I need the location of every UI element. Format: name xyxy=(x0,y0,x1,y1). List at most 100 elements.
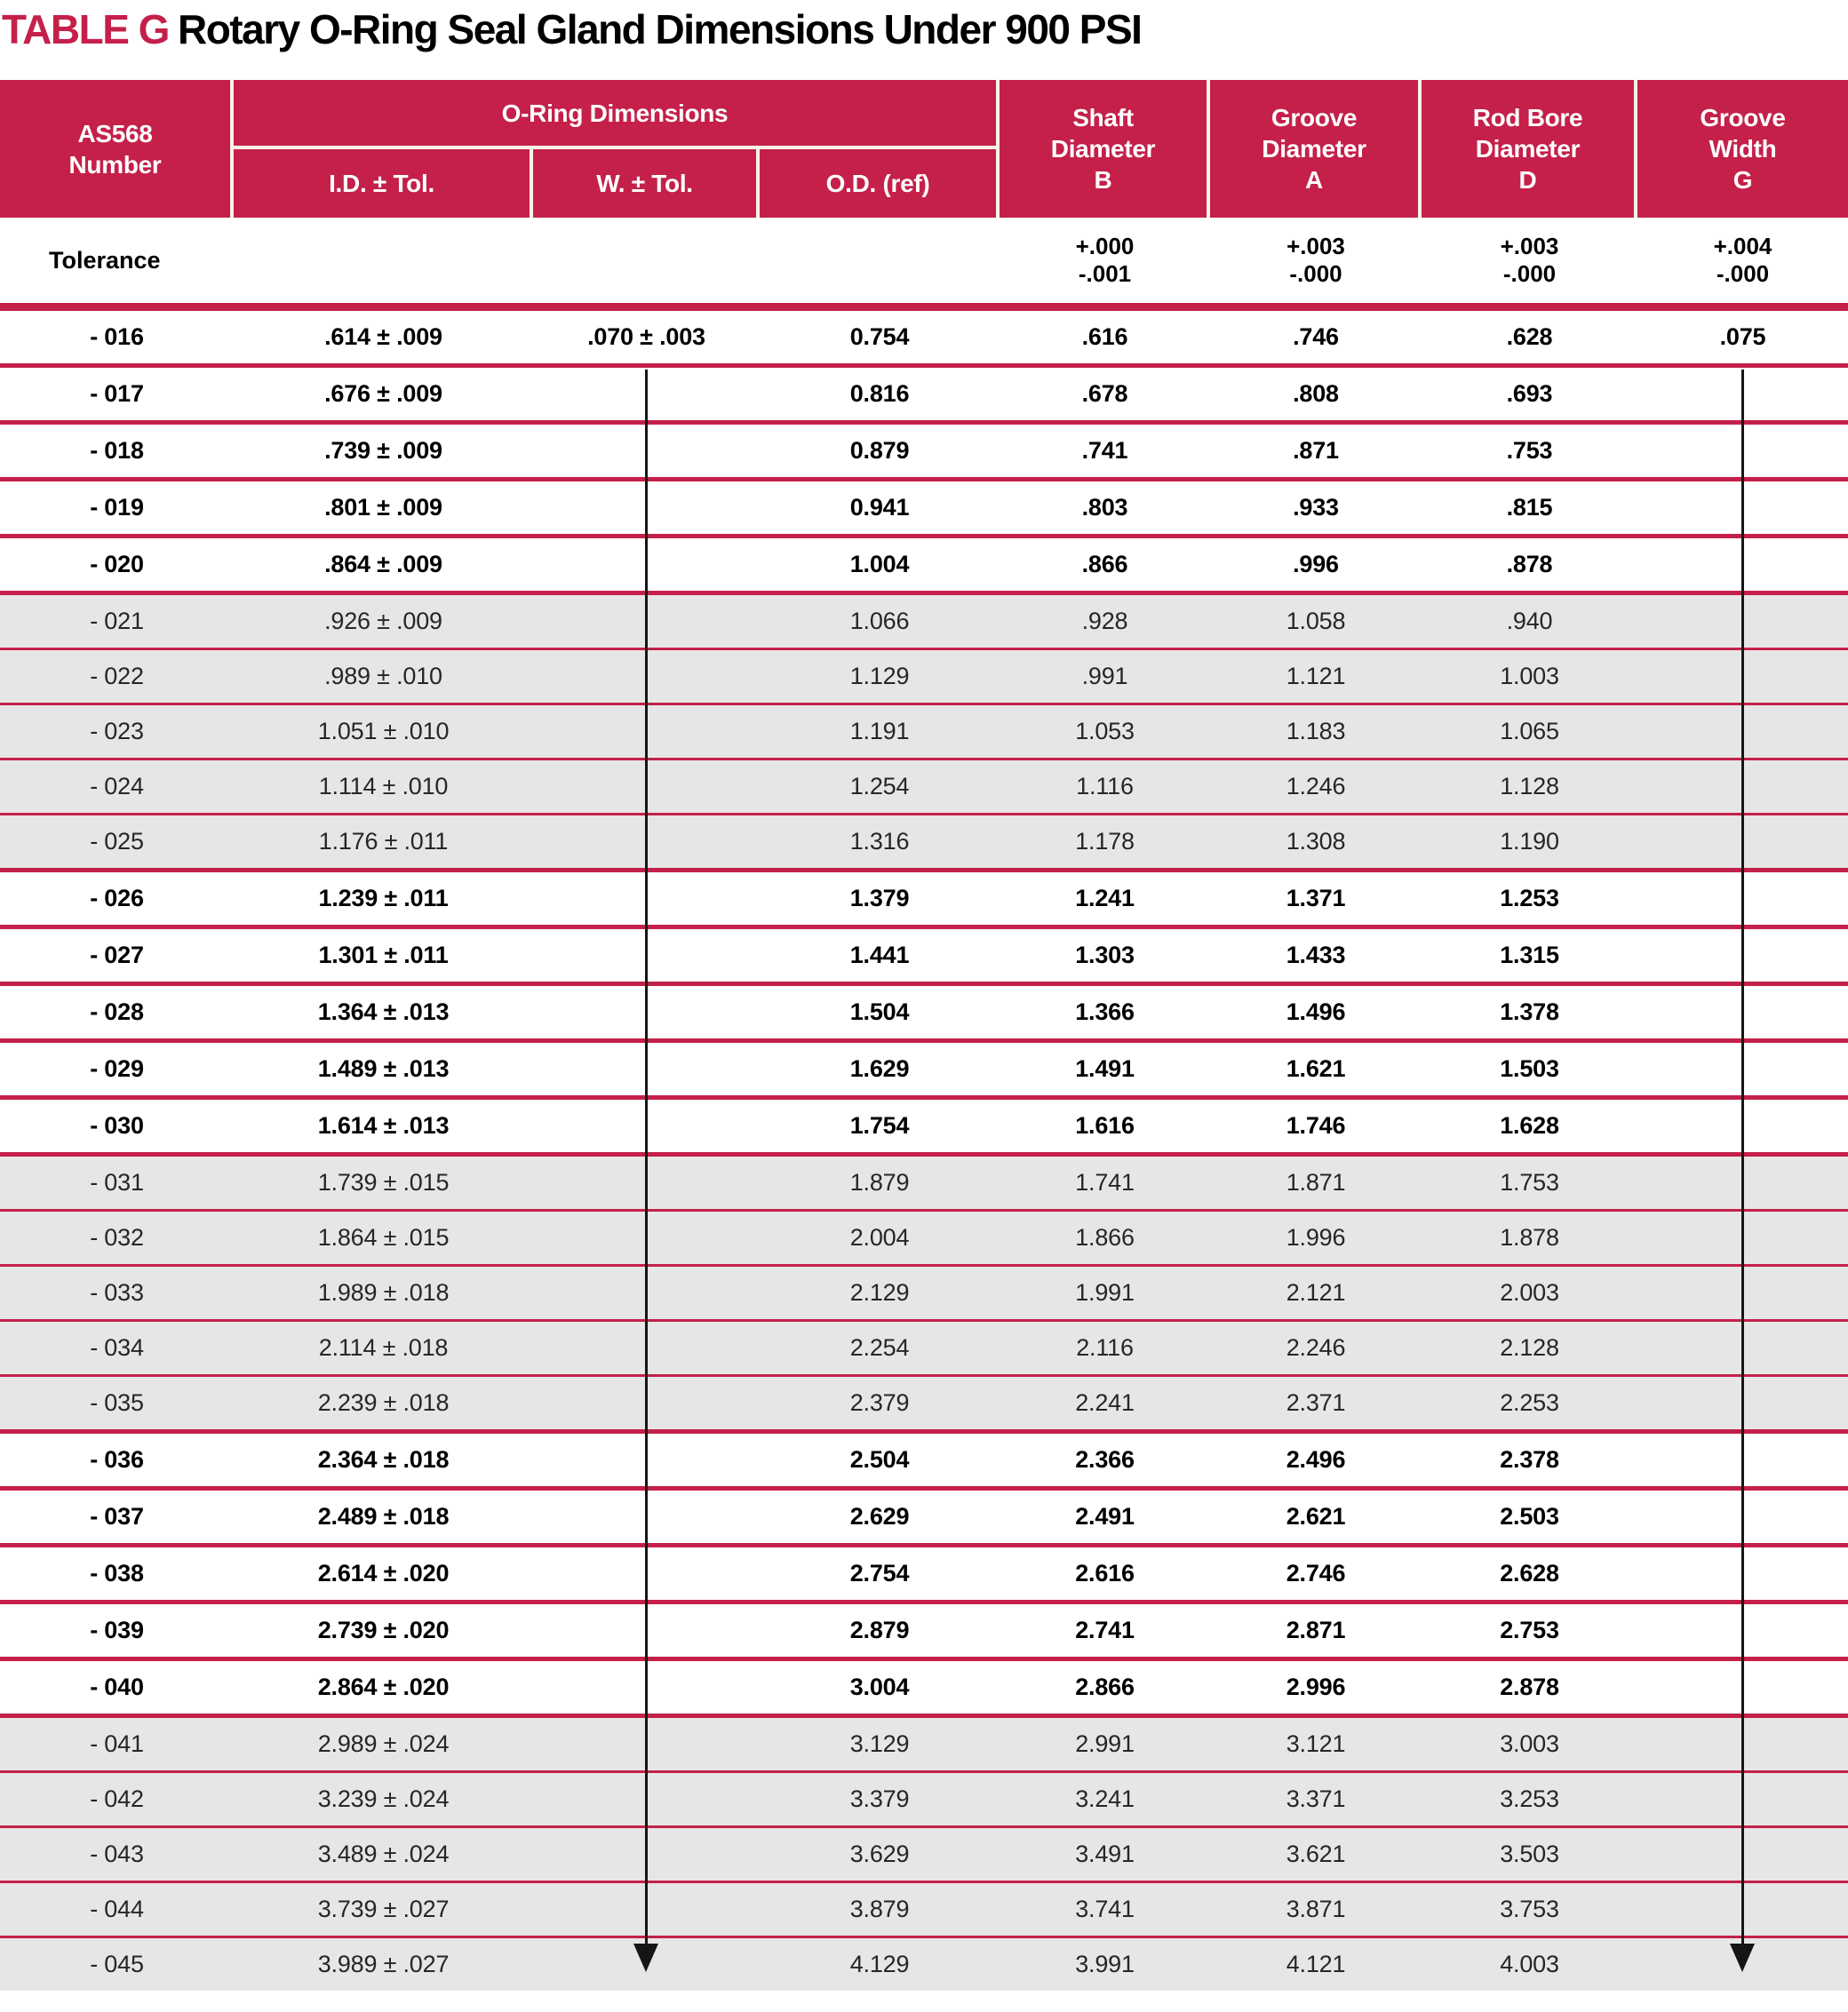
cell-id-tol: .739 ± .009 xyxy=(234,437,533,465)
cell-groove-a: .871 xyxy=(1210,437,1422,465)
cell-id-tol: 1.489 ± .013 xyxy=(234,1055,533,1083)
cell-shaft-b: 1.616 xyxy=(1000,1112,1210,1140)
cell-od-ref: 1.379 xyxy=(760,885,1000,912)
cell-od-ref: 2.129 xyxy=(760,1279,1000,1307)
cell-id-tol: 2.989 ± .024 xyxy=(234,1730,533,1758)
cell-groove-a: 4.121 xyxy=(1210,1951,1422,1978)
cell-as568-number: - 033 xyxy=(0,1279,234,1307)
cell-shaft-b: .991 xyxy=(1000,663,1210,690)
cell-as568-number: - 030 xyxy=(0,1112,234,1140)
cell-as568-number: - 022 xyxy=(0,663,234,690)
cell-id-tol: 2.864 ± .020 xyxy=(234,1674,533,1701)
cell-id-tol: .989 ± .010 xyxy=(234,663,533,690)
cell-shaft-b: .616 xyxy=(1000,323,1210,351)
table-row: - 018.739 ± .0090.879.741.871.753 xyxy=(0,420,1848,477)
cell-rod-bore-d: 1.190 xyxy=(1422,828,1637,855)
table-row: - 016.614 ± .009.070 ± .0030.754.616.746… xyxy=(0,311,1848,363)
cell-shaft-b: 2.241 xyxy=(1000,1389,1210,1417)
cell-id-tol: .864 ± .009 xyxy=(234,551,533,578)
cell-groove-a: 1.371 xyxy=(1210,885,1422,912)
table-row: - 0443.739 ± .0273.8793.7413.8713.753 xyxy=(0,1881,1848,1936)
cell-as568-number: - 019 xyxy=(0,494,234,521)
cell-rod-bore-d: .940 xyxy=(1422,608,1637,635)
tolerance-label: Tolerance xyxy=(0,247,533,274)
cell-rod-bore-d: 2.628 xyxy=(1422,1560,1637,1587)
cell-od-ref: 2.629 xyxy=(760,1503,1000,1531)
table-row: - 020.864 ± .0091.004.866.996.878 xyxy=(0,534,1848,591)
groove-width-continuation-arrow xyxy=(1742,370,1755,1972)
cell-shaft-b: 1.866 xyxy=(1000,1224,1210,1252)
header-as568-number: AS568 Number xyxy=(0,80,234,218)
tolerance-shaft-b: +.000 -.001 xyxy=(1000,233,1210,288)
cell-groove-a: 2.996 xyxy=(1210,1674,1422,1701)
table-row: - 0271.301 ± .0111.4411.3031.4331.315 xyxy=(0,925,1848,982)
cell-as568-number: - 026 xyxy=(0,885,234,912)
cell-rod-bore-d: 2.128 xyxy=(1422,1334,1637,1362)
table-row: - 0372.489 ± .0182.6292.4912.6212.503 xyxy=(0,1486,1848,1543)
cell-as568-number: - 029 xyxy=(0,1055,234,1083)
cell-groove-a: 1.871 xyxy=(1210,1169,1422,1197)
cell-shaft-b: 2.491 xyxy=(1000,1503,1210,1531)
header-oring-dimensions-group: O-Ring Dimensions xyxy=(234,80,1000,149)
cell-groove-a: 3.621 xyxy=(1210,1841,1422,1868)
cell-groove-a: 1.433 xyxy=(1210,942,1422,969)
cell-id-tol: 2.614 ± .020 xyxy=(234,1560,533,1587)
cell-shaft-b: 2.991 xyxy=(1000,1730,1210,1758)
cell-shaft-b: 1.491 xyxy=(1000,1055,1210,1083)
cell-od-ref: 2.504 xyxy=(760,1446,1000,1474)
cell-id-tol: .801 ± .009 xyxy=(234,494,533,521)
page-title: TABLE GRotary O-Ring Seal Gland Dimensio… xyxy=(2,5,1141,53)
cell-od-ref: 1.504 xyxy=(760,998,1000,1026)
cell-rod-bore-d: 2.378 xyxy=(1422,1446,1637,1474)
cell-od-ref: 2.004 xyxy=(760,1224,1000,1252)
cell-id-tol: 2.114 ± .018 xyxy=(234,1334,533,1362)
header-shaft-diameter-b: Shaft Diameter B xyxy=(1000,80,1210,218)
cell-groove-a: .808 xyxy=(1210,380,1422,408)
cell-rod-bore-d: 1.503 xyxy=(1422,1055,1637,1083)
table-row: - 022.989 ± .0101.129.9911.1211.003 xyxy=(0,648,1848,703)
tolerance-groove-a: +.003 -.000 xyxy=(1210,233,1422,288)
cell-id-tol: 1.364 ± .013 xyxy=(234,998,533,1026)
cell-as568-number: - 037 xyxy=(0,1503,234,1531)
cell-groove-a: 2.746 xyxy=(1210,1560,1422,1587)
cell-as568-number: - 038 xyxy=(0,1560,234,1587)
cell-id-tol: 1.301 ± .011 xyxy=(234,942,533,969)
cell-as568-number: - 024 xyxy=(0,773,234,800)
w-arrow-head-icon xyxy=(633,1944,658,1972)
cell-id-tol: 3.989 ± .027 xyxy=(234,1951,533,1978)
cell-od-ref: 1.004 xyxy=(760,551,1000,578)
cell-groove-a: 1.246 xyxy=(1210,773,1422,800)
cell-rod-bore-d: 1.315 xyxy=(1422,942,1637,969)
cell-shaft-b: 1.116 xyxy=(1000,773,1210,800)
cell-groove-a: 1.308 xyxy=(1210,828,1422,855)
cell-od-ref: 3.129 xyxy=(760,1730,1000,1758)
cell-rod-bore-d: 2.878 xyxy=(1422,1674,1637,1701)
cell-rod-bore-d: 3.753 xyxy=(1422,1896,1637,1923)
header-groove-width-g: Groove Width G xyxy=(1637,80,1848,218)
cell-as568-number: - 018 xyxy=(0,437,234,465)
cell-od-ref: 1.191 xyxy=(760,718,1000,745)
document-page: TABLE GRotary O-Ring Seal Gland Dimensio… xyxy=(0,0,1848,2012)
cell-id-tol: .926 ± .009 xyxy=(234,608,533,635)
cell-groove-a: 1.496 xyxy=(1210,998,1422,1026)
cell-id-tol: 2.489 ± .018 xyxy=(234,1503,533,1531)
cell-shaft-b: .803 xyxy=(1000,494,1210,521)
w-column-continuation-arrow xyxy=(646,370,658,1972)
cell-rod-bore-d: 1.753 xyxy=(1422,1169,1637,1197)
cell-od-ref: 1.254 xyxy=(760,773,1000,800)
header-od-ref: O.D. (ref) xyxy=(760,149,1000,218)
tolerance-row: Tolerance +.000 -.001 +.003 -.000 +.003 … xyxy=(0,218,1848,303)
cell-od-ref: 0.879 xyxy=(760,437,1000,465)
cell-rod-bore-d: .753 xyxy=(1422,437,1637,465)
table-row: - 0433.489 ± .0243.6293.4913.6213.503 xyxy=(0,1825,1848,1881)
cell-rod-bore-d: 1.065 xyxy=(1422,718,1637,745)
cell-od-ref: 1.316 xyxy=(760,828,1000,855)
cell-od-ref: 3.879 xyxy=(760,1896,1000,1923)
cell-od-ref: 0.754 xyxy=(760,323,1000,351)
table-row: - 0331.989 ± .0182.1291.9912.1212.003 xyxy=(0,1264,1848,1319)
table-row: - 0301.614 ± .0131.7541.6161.7461.628 xyxy=(0,1095,1848,1152)
header-id-tol: I.D. ± Tol. xyxy=(234,149,533,218)
cell-groove-a: 1.058 xyxy=(1210,608,1422,635)
table-row: - 0412.989 ± .0243.1292.9913.1213.003 xyxy=(0,1714,1848,1770)
cell-id-tol: 1.239 ± .011 xyxy=(234,885,533,912)
